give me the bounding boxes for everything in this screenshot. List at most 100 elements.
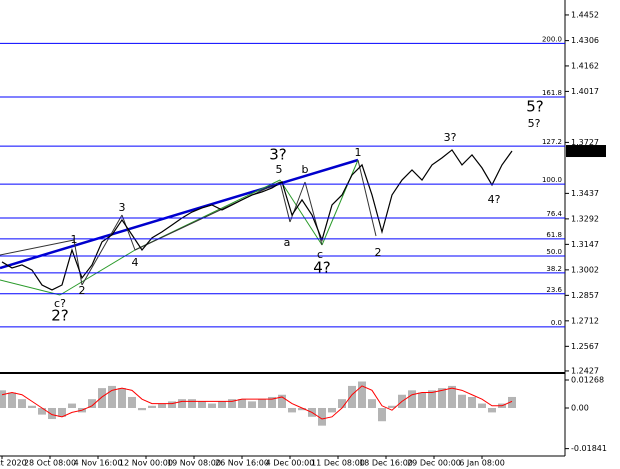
wave-label: 2? bbox=[51, 307, 69, 325]
histogram-bar bbox=[438, 388, 446, 408]
histogram-bar bbox=[218, 401, 226, 408]
histogram-bar bbox=[168, 401, 176, 408]
y-tick-label: 0.01268 bbox=[571, 376, 604, 385]
fib-label: 76.4 bbox=[546, 210, 562, 218]
histogram-bar bbox=[0, 390, 6, 408]
x-tick-label: 26 Nov 16:00 bbox=[215, 459, 269, 468]
histogram-bar bbox=[138, 407, 146, 411]
histogram-bar bbox=[28, 405, 36, 408]
fib-label: 0.0 bbox=[551, 319, 562, 327]
y-tick-label: 1.3002 bbox=[571, 265, 599, 274]
wave-label: 1 bbox=[355, 146, 362, 159]
histogram-bar bbox=[128, 396, 136, 408]
wave-label: 4? bbox=[488, 193, 501, 206]
histogram-bar bbox=[368, 399, 376, 408]
y-tick-label: 0.00 bbox=[571, 403, 589, 412]
wave-label: a bbox=[284, 236, 291, 249]
histogram-bar bbox=[18, 399, 26, 408]
histogram-bar bbox=[108, 385, 116, 408]
wave-label: c bbox=[317, 248, 323, 261]
x-tick-label: 4 Nov 16:00 bbox=[74, 459, 123, 468]
x-tick-label: 6 Jan 08:00 bbox=[459, 459, 505, 468]
trend-line bbox=[0, 239, 75, 256]
histogram-bar bbox=[58, 407, 66, 417]
histogram-bar bbox=[448, 385, 456, 408]
fib-label: 161.8 bbox=[542, 89, 562, 97]
wave-label: 4? bbox=[313, 259, 331, 277]
histogram-bar bbox=[48, 407, 56, 420]
y-tick-label: 1.4306 bbox=[571, 36, 599, 45]
histogram-bar bbox=[248, 401, 256, 408]
histogram-bar bbox=[278, 394, 286, 408]
current-price: 1.3678 bbox=[568, 147, 596, 156]
histogram-bar bbox=[338, 399, 346, 408]
wave-label: b bbox=[302, 163, 309, 176]
histogram-bar bbox=[458, 394, 466, 408]
fib-label: 61.8 bbox=[546, 231, 562, 239]
y-tick-label: 1.3437 bbox=[571, 189, 599, 198]
histogram-bar bbox=[478, 403, 486, 408]
histogram-bar bbox=[188, 399, 196, 408]
histogram-bar bbox=[8, 392, 16, 408]
histogram-bar bbox=[118, 388, 126, 408]
wave-label: 4 bbox=[132, 256, 139, 269]
x-tick-label: 19 Nov 08:00 bbox=[167, 459, 221, 468]
histogram-bar bbox=[408, 390, 416, 408]
x-tick-label: 11 Dec 08:00 bbox=[311, 459, 365, 468]
histogram-bar bbox=[88, 399, 96, 408]
x-tick-label: 12 Nov 00:00 bbox=[119, 459, 173, 468]
wave-label: 5? bbox=[526, 98, 544, 116]
histogram-bar bbox=[268, 396, 276, 408]
signal-line bbox=[1, 385, 513, 420]
y-tick-label: 1.4017 bbox=[571, 87, 599, 96]
histogram-bar bbox=[328, 407, 336, 413]
trend-line bbox=[279, 181, 291, 223]
trend-line bbox=[0, 279, 61, 296]
histogram-bar bbox=[178, 399, 186, 408]
wave-label: 3? bbox=[269, 146, 287, 164]
wave-label: 2 bbox=[375, 246, 382, 259]
histogram-bar bbox=[348, 385, 356, 408]
histogram-bar bbox=[318, 407, 326, 426]
histogram-bar bbox=[468, 396, 476, 408]
histogram-bar bbox=[98, 388, 106, 408]
current-price-box bbox=[566, 145, 606, 158]
histogram-bar bbox=[428, 390, 436, 408]
y-tick-label: 1.4162 bbox=[571, 61, 599, 70]
histogram-bar bbox=[508, 396, 516, 408]
y-tick-label: 1.3727 bbox=[571, 138, 599, 147]
y-tick-label: 1.3292 bbox=[571, 214, 599, 223]
y-tick-label: 1.2427 bbox=[571, 366, 599, 375]
y-tick-label: 1.3147 bbox=[571, 240, 599, 249]
x-tick-label: 27 Oct 2020 bbox=[0, 459, 27, 468]
wave-label: 5 bbox=[276, 163, 283, 176]
y-tick-label: 1.2567 bbox=[571, 342, 599, 351]
histogram-bar bbox=[38, 407, 46, 415]
wave-label: 2 bbox=[79, 284, 86, 297]
histogram-bar bbox=[388, 405, 396, 408]
histogram-bar bbox=[208, 403, 216, 408]
histogram-bar bbox=[158, 403, 166, 408]
trend-line bbox=[0, 158, 359, 270]
fib-label: 23.6 bbox=[546, 286, 562, 294]
histogram-bar bbox=[298, 407, 306, 411]
fib-label: 50.0 bbox=[546, 248, 562, 256]
histogram-bar bbox=[418, 392, 426, 408]
price-line bbox=[1, 149, 513, 291]
x-tick-label: 4 Dec 00:00 bbox=[266, 459, 315, 468]
wave-label: 1 bbox=[71, 233, 78, 246]
trend-line bbox=[73, 239, 83, 286]
fib-label: 100.0 bbox=[542, 176, 562, 184]
y-tick-label: -0.01841 bbox=[571, 444, 607, 453]
wave-label: 3 bbox=[119, 201, 126, 214]
histogram-bar bbox=[198, 401, 206, 408]
wave-label: c? bbox=[54, 297, 66, 310]
fib-label: 127.2 bbox=[542, 138, 562, 146]
x-tick-label: 18 Dec 16:00 bbox=[359, 459, 413, 468]
y-tick-label: 1.2857 bbox=[571, 291, 599, 300]
trend-line bbox=[121, 214, 136, 251]
histogram-bar bbox=[288, 407, 296, 413]
wave-label: 3? bbox=[444, 131, 457, 144]
